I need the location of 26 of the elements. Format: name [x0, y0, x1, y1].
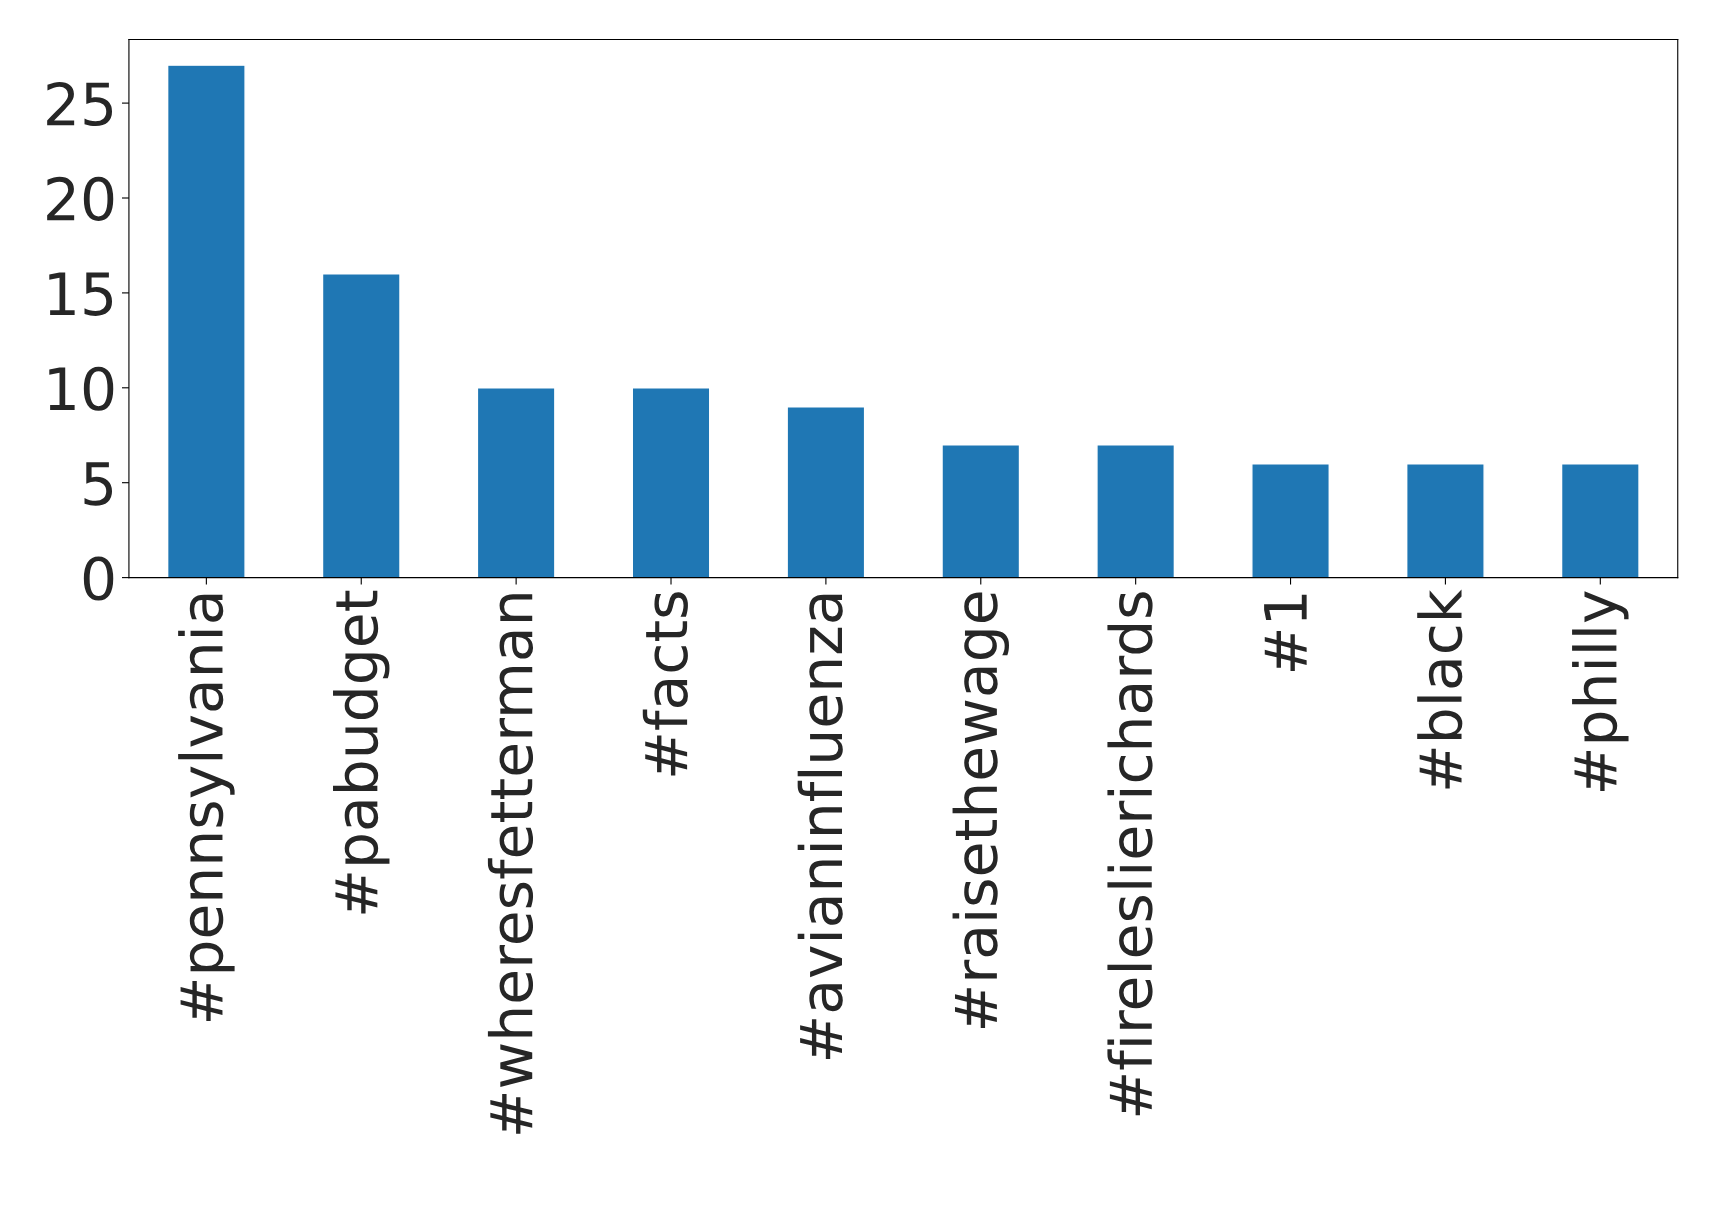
x-tick-label: #1 [1264, 594, 1307, 671]
y-tick-label: 15 [49, 272, 113, 316]
x-tick-label: #pabudget [333, 590, 390, 914]
x-tick-label: #raisethewage [952, 592, 1009, 1029]
y-tick-label: 25 [47, 81, 113, 127]
bar [786, 406, 866, 578]
bar [1406, 463, 1485, 578]
x-tick-label: #wheresfetterman [487, 594, 534, 1134]
x-tick-label: #pennsylvania [178, 594, 235, 1021]
y-tick-label: 0 [83, 556, 114, 601]
bar [1096, 444, 1176, 578]
bar [1251, 463, 1330, 578]
x-tick-label: #avianinfluenza [797, 594, 843, 1060]
y-tick-label: 20 [47, 176, 114, 221]
x-tick-label: #black [1417, 589, 1463, 789]
bar [631, 387, 711, 578]
x-tick-label: #philly [1572, 591, 1629, 791]
bar [166, 64, 246, 578]
x-tick-label: #facts [642, 592, 688, 776]
bar [476, 387, 556, 578]
x-tick-label: #fireleslierichards [1107, 592, 1153, 1116]
y-tick-label: 5 [84, 462, 113, 506]
bar [941, 444, 1021, 578]
y-tick-label: 10 [49, 366, 114, 411]
bar [321, 273, 401, 578]
bar [1560, 463, 1640, 578]
